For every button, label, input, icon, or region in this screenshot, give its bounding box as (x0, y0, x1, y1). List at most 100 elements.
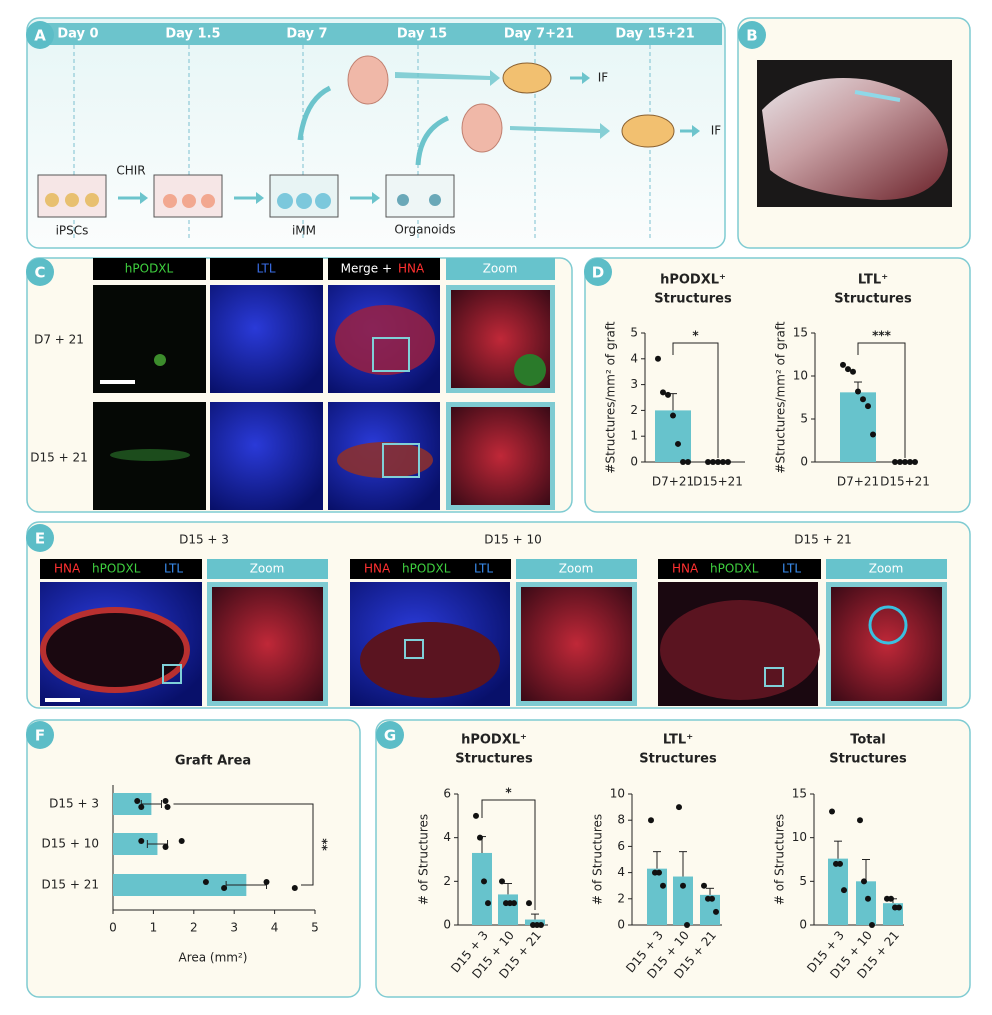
data-point (841, 887, 847, 894)
x-tick-label: D15+21 (880, 475, 930, 489)
data-point (134, 798, 141, 804)
stain-label: HNA (672, 562, 699, 576)
column-header: Zoom (559, 562, 594, 576)
data-point (907, 459, 913, 465)
y-axis-label: #Structures/mm² of graft (604, 321, 618, 473)
bar (700, 894, 720, 925)
header-box (658, 559, 821, 579)
panel-label: A (34, 27, 46, 45)
stage-label: iPSCs (56, 224, 89, 238)
day-label: Day 15 (397, 27, 447, 42)
stain-label: HNA (364, 562, 391, 576)
data-point (162, 844, 169, 850)
day-label: Day 1.5 (165, 27, 220, 42)
y-tick-label: 10 (610, 787, 625, 801)
panel-badge (26, 524, 54, 552)
data-point (670, 412, 676, 419)
x-tick-label: D7+21 (652, 475, 694, 489)
y-tick-label: 6 (443, 787, 451, 801)
panel-label: C (34, 264, 45, 282)
x-tick-label: 1 (150, 921, 158, 935)
data-point (665, 391, 671, 398)
y-tick-label: 2 (630, 403, 638, 417)
row-label: D7 + 21 (34, 333, 84, 347)
data-point (829, 808, 835, 815)
data-point (680, 459, 686, 465)
bar (828, 858, 848, 925)
bar (655, 410, 691, 462)
y-tick-label: 0 (617, 918, 625, 932)
chart-title: hPODXL⁺ (660, 273, 726, 288)
stain-label: hPODXL (92, 562, 141, 576)
data-point (865, 895, 871, 902)
panel-badge (376, 721, 404, 749)
column-header: Zoom (483, 262, 518, 276)
significance-label: * (505, 786, 512, 800)
group-label: D15 + 10 (484, 533, 541, 547)
column-header: Zoom (250, 562, 285, 576)
header-box (40, 559, 202, 579)
y-tick-label: 8 (617, 813, 625, 827)
column-header: Merge + (341, 262, 392, 276)
data-point (473, 812, 479, 819)
x-tick-label: 0 (109, 921, 117, 935)
data-point (481, 878, 487, 885)
x-tick-label: 2 (190, 921, 198, 935)
significance-bracket (672, 342, 719, 458)
micrographs-e (40, 582, 947, 706)
chart-title: Structures (829, 752, 907, 767)
y-tick-label: 10 (792, 830, 807, 844)
data-point (709, 895, 715, 902)
chart-title: Structures (639, 752, 717, 767)
step-label: CHIR (116, 164, 145, 178)
photo-arrow (854, 90, 901, 102)
data-point (705, 459, 711, 465)
data-point (865, 403, 871, 410)
column-header: Zoom (869, 562, 904, 576)
data-point (202, 879, 209, 885)
header-box (210, 258, 323, 280)
significance-label: *** (872, 329, 892, 343)
y-tick-label: 0 (799, 918, 807, 932)
y-tick-label: 6 (617, 839, 625, 853)
data-point (178, 838, 185, 844)
data-point (138, 838, 145, 844)
significance-label: ** (316, 838, 330, 851)
data-point (656, 869, 662, 876)
column-header: hPODXL (125, 262, 174, 276)
data-point (511, 900, 517, 907)
x-tick-label: 4 (271, 921, 279, 935)
stain-label: LTL (164, 562, 183, 576)
readout-label: IF (598, 71, 609, 85)
chart-title: Total (850, 733, 886, 748)
significance-bracket (481, 799, 536, 910)
bar (472, 852, 492, 925)
day-label: Day 7 (286, 27, 327, 42)
chart-title: LTL⁺ (663, 733, 693, 748)
header-box (446, 258, 555, 280)
header-box (328, 258, 440, 280)
data-point (845, 366, 851, 373)
bar (525, 919, 545, 925)
stage-label: Organoids (394, 223, 455, 237)
data-point (680, 882, 686, 889)
y-axis-label: #Structures/mm² of graft (774, 321, 788, 473)
data-point (162, 798, 169, 804)
data-point (221, 885, 228, 891)
panel-label: F (35, 727, 45, 745)
y-tick-label: 0 (443, 918, 451, 932)
data-point (902, 459, 908, 465)
day-label: Day 0 (57, 27, 98, 42)
header-box (93, 258, 206, 280)
panel-badge (26, 21, 54, 49)
data-point (869, 922, 875, 928)
data-point (701, 882, 707, 889)
chart-title: Structures (455, 752, 533, 767)
stain-label: hPODXL (710, 562, 759, 576)
data-point (655, 355, 661, 362)
data-point (850, 368, 856, 375)
panel-badge (26, 721, 54, 749)
x-tick-label: D7+21 (837, 475, 879, 489)
bar (113, 874, 247, 896)
